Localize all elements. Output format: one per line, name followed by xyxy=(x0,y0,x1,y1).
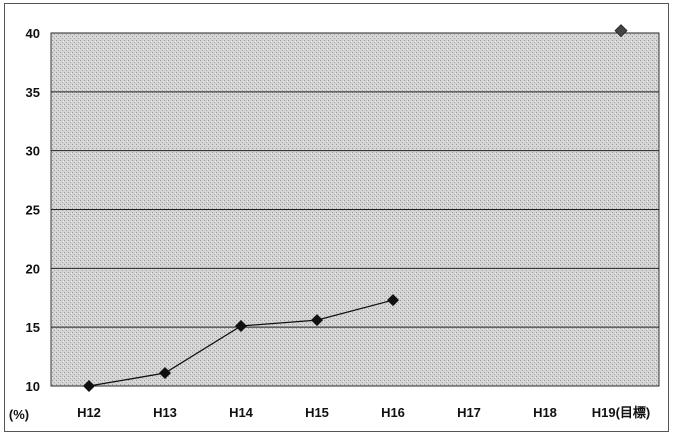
gridlines xyxy=(51,32,659,387)
x-tick-label: H16 xyxy=(381,405,405,420)
data-point-marker xyxy=(235,319,247,332)
data-series xyxy=(83,24,628,392)
data-point-marker xyxy=(311,314,323,327)
y-tick-label: 30 xyxy=(26,144,40,159)
y-tick-label: 15 xyxy=(26,320,40,335)
x-tick-label: H19(目標) xyxy=(592,405,651,420)
data-point-marker xyxy=(83,380,95,392)
x-tick-label: H15 xyxy=(305,405,329,420)
x-tick-label: H13 xyxy=(153,405,177,420)
y-tick-label: 20 xyxy=(26,261,40,276)
y-tick-label: 10 xyxy=(26,379,40,394)
y-tick-label: 25 xyxy=(26,203,40,218)
data-point-marker xyxy=(159,367,171,380)
x-tick-label: H14 xyxy=(229,405,254,420)
x-tick-label: H18 xyxy=(533,405,557,420)
y-tick-label: 35 xyxy=(26,85,40,100)
x-axis: H12 H13 H14 H15 H16 H17 H18 H19(目標) xyxy=(77,405,650,420)
y-axis: 10 15 20 25 30 35 40 xyxy=(26,26,40,394)
x-tick-label: H12 xyxy=(77,405,101,420)
y-tick-label: 40 xyxy=(26,26,40,41)
data-point-marker xyxy=(387,294,399,307)
x-tick-label: H17 xyxy=(457,405,481,420)
target-point-marker xyxy=(614,24,628,38)
y-axis-unit-label: (%) xyxy=(9,407,29,422)
